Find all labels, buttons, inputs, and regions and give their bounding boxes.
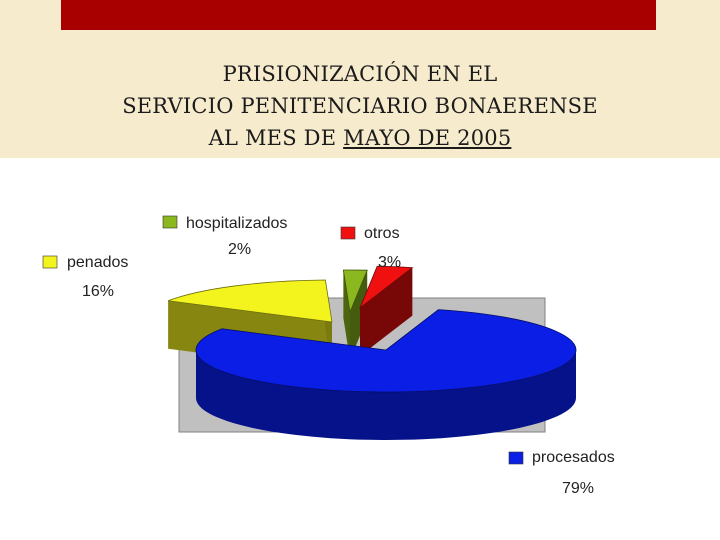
slice-wall-b-hospitalizados [350, 270, 368, 360]
title-line-3: AL MES DE MAYO DE 2005 [0, 122, 720, 154]
page-title: PRISIONIZACIÓN EN EL SERVICIO PENITENCIA… [0, 58, 720, 154]
data-label-penados: 16% [82, 283, 114, 300]
title-line-1: PRISIONIZACIÓN EN EL [222, 62, 498, 86]
slice-hospitalizados [342, 269, 368, 314]
legend-label-hospitalizados: hospitalizados [186, 215, 287, 232]
legend-label-penados: penados [67, 254, 128, 271]
slice-penados [167, 279, 333, 323]
slice-wall-b-otros [360, 267, 413, 356]
top-accent-bar [61, 0, 656, 30]
legend-swatch-penados [42, 255, 58, 269]
title-line-2: SERVICIO PENITENCIARIO BONAERENSE [122, 94, 598, 118]
data-label-procesados: 79% [562, 480, 594, 497]
legend-label-otros: otros [364, 225, 400, 242]
legend-swatch-otros [340, 226, 356, 240]
data-label-hospitalizados: 2% [228, 241, 251, 258]
legend-label-procesados: procesados [532, 449, 615, 466]
legend-swatch-hospitalizados [162, 215, 178, 229]
slice-otros [359, 265, 414, 310]
slice-procesados [195, 309, 577, 393]
legend-swatch-procesados [508, 451, 524, 465]
slice-wall-a-hospitalizados [343, 270, 350, 360]
data-label-otros: 3% [378, 254, 401, 271]
slice-rim-procesados [196, 350, 576, 440]
title-line-3-date: MAYO DE 2005 [343, 126, 512, 150]
title-line-3-start: AL MES DE [208, 126, 344, 150]
